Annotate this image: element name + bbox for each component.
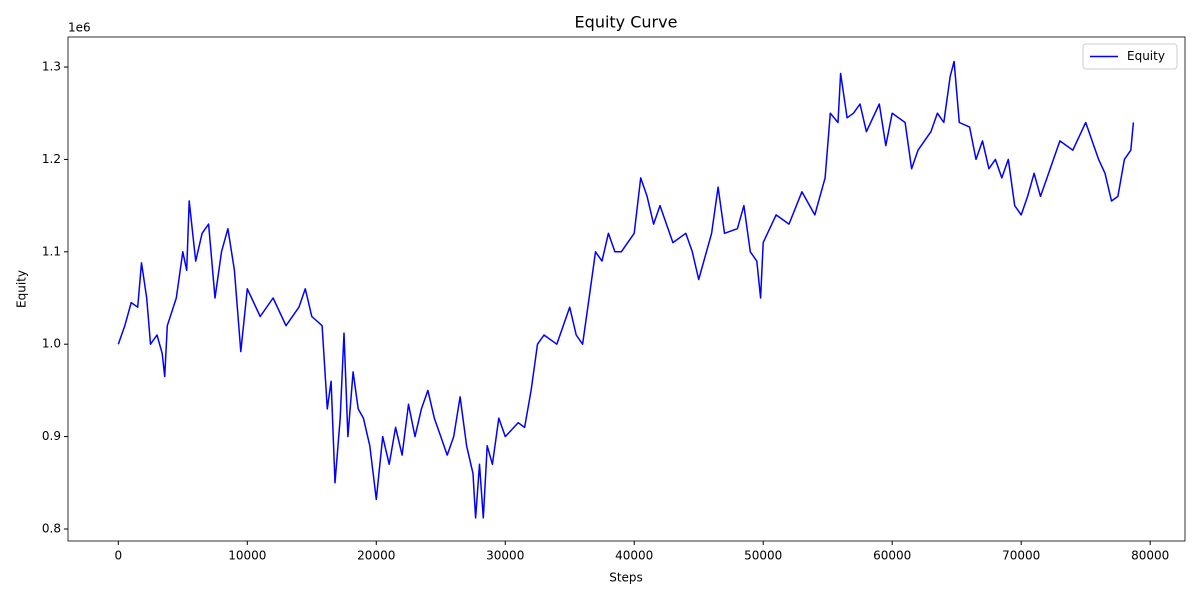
y-tick-label: 1.2: [42, 152, 61, 166]
x-tick-label: 40000: [615, 549, 653, 563]
x-tick-label: 10000: [228, 549, 266, 563]
y-tick-label: 1.1: [42, 244, 61, 258]
y-axis-label: Equity: [15, 270, 29, 308]
chart-title: Equity Curve: [575, 13, 678, 32]
plot-frame: [67, 36, 1186, 542]
x-tick-label: 70000: [1002, 549, 1040, 563]
x-tick-label: 60000: [873, 549, 911, 563]
y-tick-label: 1.0: [42, 337, 61, 351]
x-tick-label: 80000: [1131, 549, 1169, 563]
legend-label: Equity: [1127, 49, 1165, 63]
y-tick-label: 0.8: [42, 521, 61, 535]
y-offset-label: 1e6: [68, 21, 91, 35]
x-tick-label: 30000: [486, 549, 524, 563]
y-tick-label: 1.3: [42, 60, 61, 74]
x-tick-label: 50000: [744, 549, 782, 563]
x-axis-label: Steps: [609, 571, 643, 585]
legend-box: [1082, 43, 1178, 70]
y-tick-label: 0.9: [42, 429, 61, 443]
equity-line: [117, 60, 1135, 519]
x-tick-label: 20000: [357, 549, 395, 563]
x-tick-label: 0: [114, 549, 122, 563]
